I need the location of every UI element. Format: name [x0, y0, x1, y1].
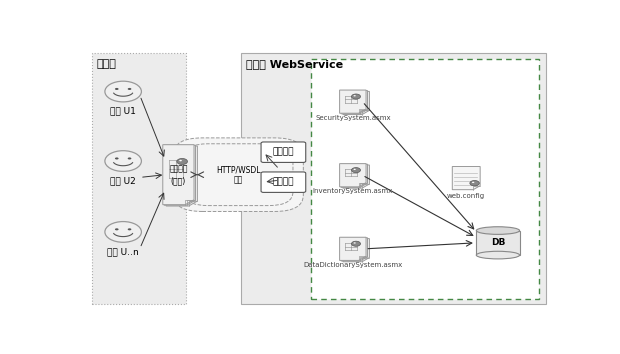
- FancyBboxPatch shape: [476, 230, 520, 255]
- Text: 用户验证: 用户验证: [273, 148, 294, 157]
- FancyBboxPatch shape: [92, 53, 185, 304]
- Circle shape: [105, 222, 141, 242]
- Circle shape: [179, 160, 182, 161]
- Text: 用户 U1: 用户 U1: [110, 107, 136, 115]
- Circle shape: [115, 88, 118, 90]
- Circle shape: [115, 158, 118, 160]
- Polygon shape: [341, 91, 368, 114]
- Polygon shape: [163, 145, 194, 205]
- Text: 用户 U‥n: 用户 U‥n: [107, 247, 139, 256]
- Polygon shape: [166, 146, 197, 206]
- Text: InventorySystem.asmx: InventorySystem.asmx: [312, 188, 393, 194]
- Polygon shape: [341, 238, 368, 261]
- Circle shape: [128, 158, 131, 160]
- Text: 通道: 通道: [234, 175, 243, 184]
- Circle shape: [472, 182, 474, 183]
- Circle shape: [353, 95, 356, 96]
- Polygon shape: [340, 237, 366, 261]
- Text: 提交数据: 提交数据: [169, 164, 188, 173]
- Circle shape: [353, 169, 356, 170]
- Polygon shape: [340, 164, 366, 187]
- FancyBboxPatch shape: [241, 53, 546, 304]
- Circle shape: [470, 181, 479, 186]
- Circle shape: [128, 228, 131, 230]
- Text: DataDictionarySystem.asmx: DataDictionarySystem.asmx: [303, 262, 402, 268]
- Text: HTTP/WSDL: HTTP/WSDL: [216, 165, 261, 174]
- Circle shape: [353, 242, 356, 244]
- Circle shape: [352, 167, 360, 173]
- Text: 服务端 WebService: 服务端 WebService: [246, 59, 343, 69]
- Polygon shape: [164, 145, 195, 205]
- Circle shape: [105, 151, 141, 171]
- Text: 客户端: 客户端: [97, 59, 117, 69]
- Text: 数据解密: 数据解密: [273, 178, 294, 187]
- Circle shape: [115, 228, 118, 230]
- Circle shape: [128, 88, 131, 90]
- Polygon shape: [343, 239, 370, 262]
- Polygon shape: [341, 164, 368, 187]
- Text: 用户 U2: 用户 U2: [110, 176, 136, 185]
- Text: (加密): (加密): [170, 176, 186, 185]
- Text: DB: DB: [491, 238, 505, 247]
- FancyBboxPatch shape: [261, 172, 306, 193]
- Text: web.config: web.config: [447, 193, 485, 199]
- FancyBboxPatch shape: [261, 142, 306, 162]
- FancyBboxPatch shape: [174, 138, 303, 211]
- Circle shape: [105, 81, 141, 102]
- Polygon shape: [453, 166, 480, 190]
- FancyBboxPatch shape: [311, 59, 539, 299]
- Polygon shape: [343, 165, 370, 188]
- Circle shape: [352, 94, 360, 99]
- Ellipse shape: [476, 251, 520, 259]
- Polygon shape: [343, 91, 370, 115]
- Ellipse shape: [476, 227, 520, 234]
- Polygon shape: [340, 90, 366, 113]
- Circle shape: [352, 241, 360, 246]
- Text: SecuritySystem.asmx: SecuritySystem.asmx: [315, 115, 391, 121]
- Circle shape: [177, 159, 187, 165]
